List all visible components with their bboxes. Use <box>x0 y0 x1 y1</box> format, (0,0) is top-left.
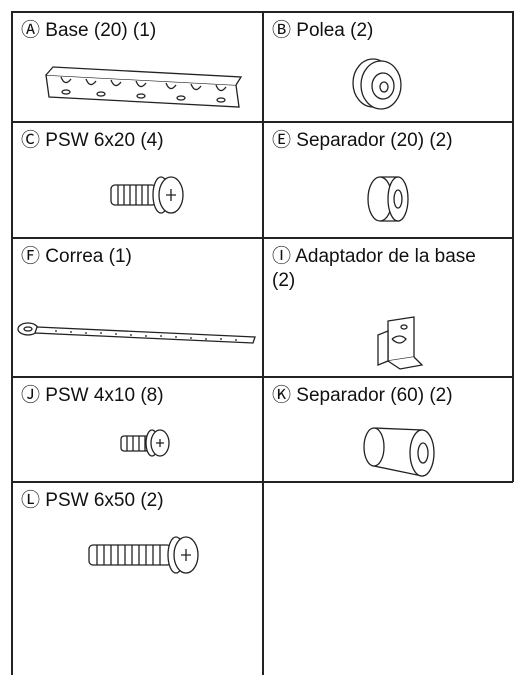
icon-shape <box>55 330 237 341</box>
rule <box>11 11 13 675</box>
icon-screw <box>88 536 199 574</box>
icon-shape <box>379 81 389 93</box>
icon-adapter <box>377 316 424 370</box>
cell: Ⓚ Separador (60) (2) <box>262 376 513 481</box>
cell: Ⓙ PSW 4x10 (8) <box>11 376 262 481</box>
cell: Ⓑ Polea (2) <box>262 11 513 121</box>
part-label: Ⓑ Polea (2) <box>272 20 374 41</box>
icon-shape <box>166 189 176 201</box>
icon-shape <box>96 545 161 565</box>
part-label: Ⓘ Adaptador de la base (2) <box>272 246 476 291</box>
cell: Ⓘ Adaptador de la base (2) <box>262 237 513 376</box>
icon-shape <box>156 439 164 447</box>
icon-shape <box>176 95 186 101</box>
cell: Ⓒ PSW 6x20 (4) <box>11 121 262 237</box>
icon-shape <box>126 436 146 451</box>
icon-shape <box>61 89 71 95</box>
icon-shape <box>60 76 227 92</box>
part-label: Ⓒ PSW 6x20 (4) <box>21 130 164 151</box>
icon-shape <box>136 93 146 99</box>
rule <box>512 11 514 482</box>
icon-shape <box>23 326 33 332</box>
icon-strap <box>17 322 256 344</box>
icon-shape <box>45 66 243 86</box>
icon-spacer <box>367 176 409 222</box>
part-label: Ⓐ Base (20) (1) <box>21 20 157 41</box>
part-label: Ⓙ PSW 4x10 (8) <box>21 385 164 406</box>
part-label: Ⓚ Separador (60) (2) <box>272 385 453 406</box>
icon-shape <box>400 324 408 330</box>
icon-shape <box>181 549 191 561</box>
cell: Ⓐ Base (20) (1) <box>11 11 262 121</box>
icon-shape <box>34 326 256 344</box>
icon-shape <box>363 427 385 467</box>
icon-pulley <box>352 58 402 110</box>
part-label: Ⓕ Correa (1) <box>21 246 132 267</box>
icon-screw <box>120 429 170 457</box>
icon-shape <box>216 97 226 103</box>
part-label: Ⓛ PSW 6x50 (2) <box>21 490 164 511</box>
rule <box>262 11 264 675</box>
icon-shape <box>96 91 106 97</box>
icon-shape <box>387 356 424 370</box>
icon-shape <box>377 330 389 366</box>
cell: Ⓛ PSW 6x50 (2) <box>11 481 262 675</box>
icon-shape <box>417 442 429 464</box>
icon-base <box>45 66 243 108</box>
cell: Ⓕ Correa (1) <box>11 237 262 376</box>
icon-shape <box>393 189 403 209</box>
cell: Ⓔ Separador (20) (2) <box>262 121 513 237</box>
part-label: Ⓔ Separador (20) (2) <box>272 130 453 151</box>
icon-spacer <box>363 427 435 477</box>
icon-shape <box>117 185 149 205</box>
icon-screw <box>110 176 184 214</box>
icon-shape <box>88 544 172 566</box>
icon-shape <box>391 335 407 344</box>
